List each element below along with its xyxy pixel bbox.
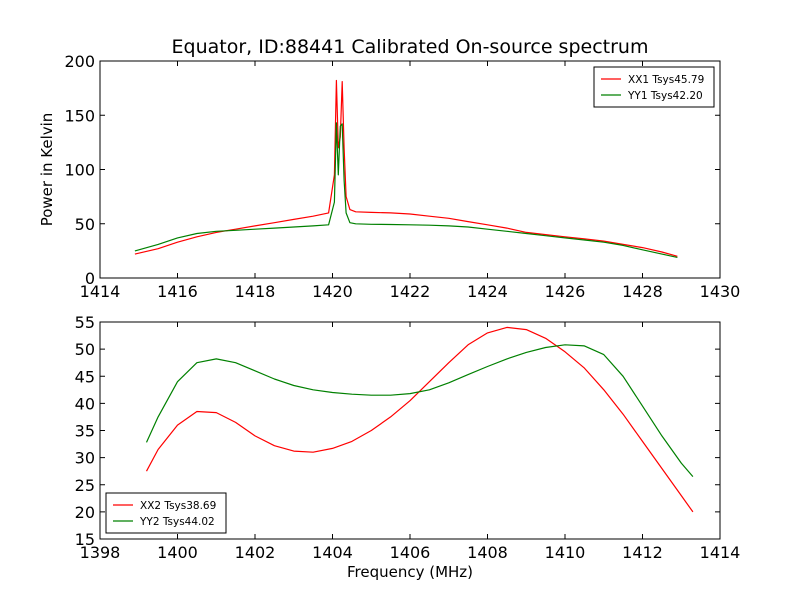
panel2-xtick-label: 1398 [80,543,121,562]
panel1-xtick-label: 1422 [390,282,431,301]
panel2-ytick-label: 20 [75,503,95,522]
panel2-ytick-label: 55 [75,313,95,332]
panel2-xtick-label: 1414 [700,543,741,562]
panel1-series-line-2 [134,122,678,258]
panel2-ytick-label: 35 [75,422,95,441]
panel2-ytick-label: 40 [75,394,95,413]
panel1-xtick-label: 1414 [80,282,121,301]
panel1-xtick-label: 1424 [467,282,508,301]
panel1-legend-box [593,66,715,108]
panel1-legend-entry-2: YY1 Tsys42.20 [627,90,703,102]
panel1-xtick-label: 1420 [312,282,353,301]
panel2-xtick-label: 1402 [235,543,276,562]
panel1-ytick-label: 200 [64,52,95,71]
panel2-xtick-label: 1408 [467,543,508,562]
panel2-ytick-label: 45 [75,367,95,386]
panel1-ytick-label: 100 [64,161,95,180]
panel2-xlabel: Frequency (MHz) [347,563,473,581]
panel1-ylabel: Power in Kelvin [38,113,56,227]
panel2-xtick-label: 1410 [545,543,586,562]
panel2-ytick-label: 15 [75,530,95,549]
panel1-ytick-label: 0 [85,269,95,288]
panel2-legend-entry-1: XX2 Tsys38.69 [140,500,216,512]
panel1-xtick-label: 1430 [700,282,741,301]
panel1-xtick-label: 1428 [622,282,663,301]
panel1-xtick-label: 1426 [545,282,586,301]
panel2-ytick-label: 50 [75,340,95,359]
panel1-xtick-label: 1418 [235,282,276,301]
panel2-series-line-2 [145,344,694,477]
panel1-ytick-label: 50 [75,215,95,234]
panel1-ytick-label: 150 [64,106,95,125]
panel2-ytick-label: 25 [75,476,95,495]
panel2-legend-box [105,492,227,534]
figure-title: Equator, ID:88441 Calibrated On-source s… [172,36,649,58]
panel2-xtick-label: 1412 [622,543,663,562]
panel1-xtick-label: 1416 [157,282,198,301]
panel2-xtick-label: 1404 [312,543,353,562]
panel2-xtick-label: 1406 [390,543,431,562]
panel1-legend-entry-1: XX1 Tsys45.79 [628,74,704,86]
panel2-legend-entry-2: YY2 Tsys44.02 [139,516,215,528]
panel2-ytick-label: 30 [75,449,95,468]
panel2-xtick-label: 1400 [157,543,198,562]
panel1-series-line-1 [134,79,678,257]
